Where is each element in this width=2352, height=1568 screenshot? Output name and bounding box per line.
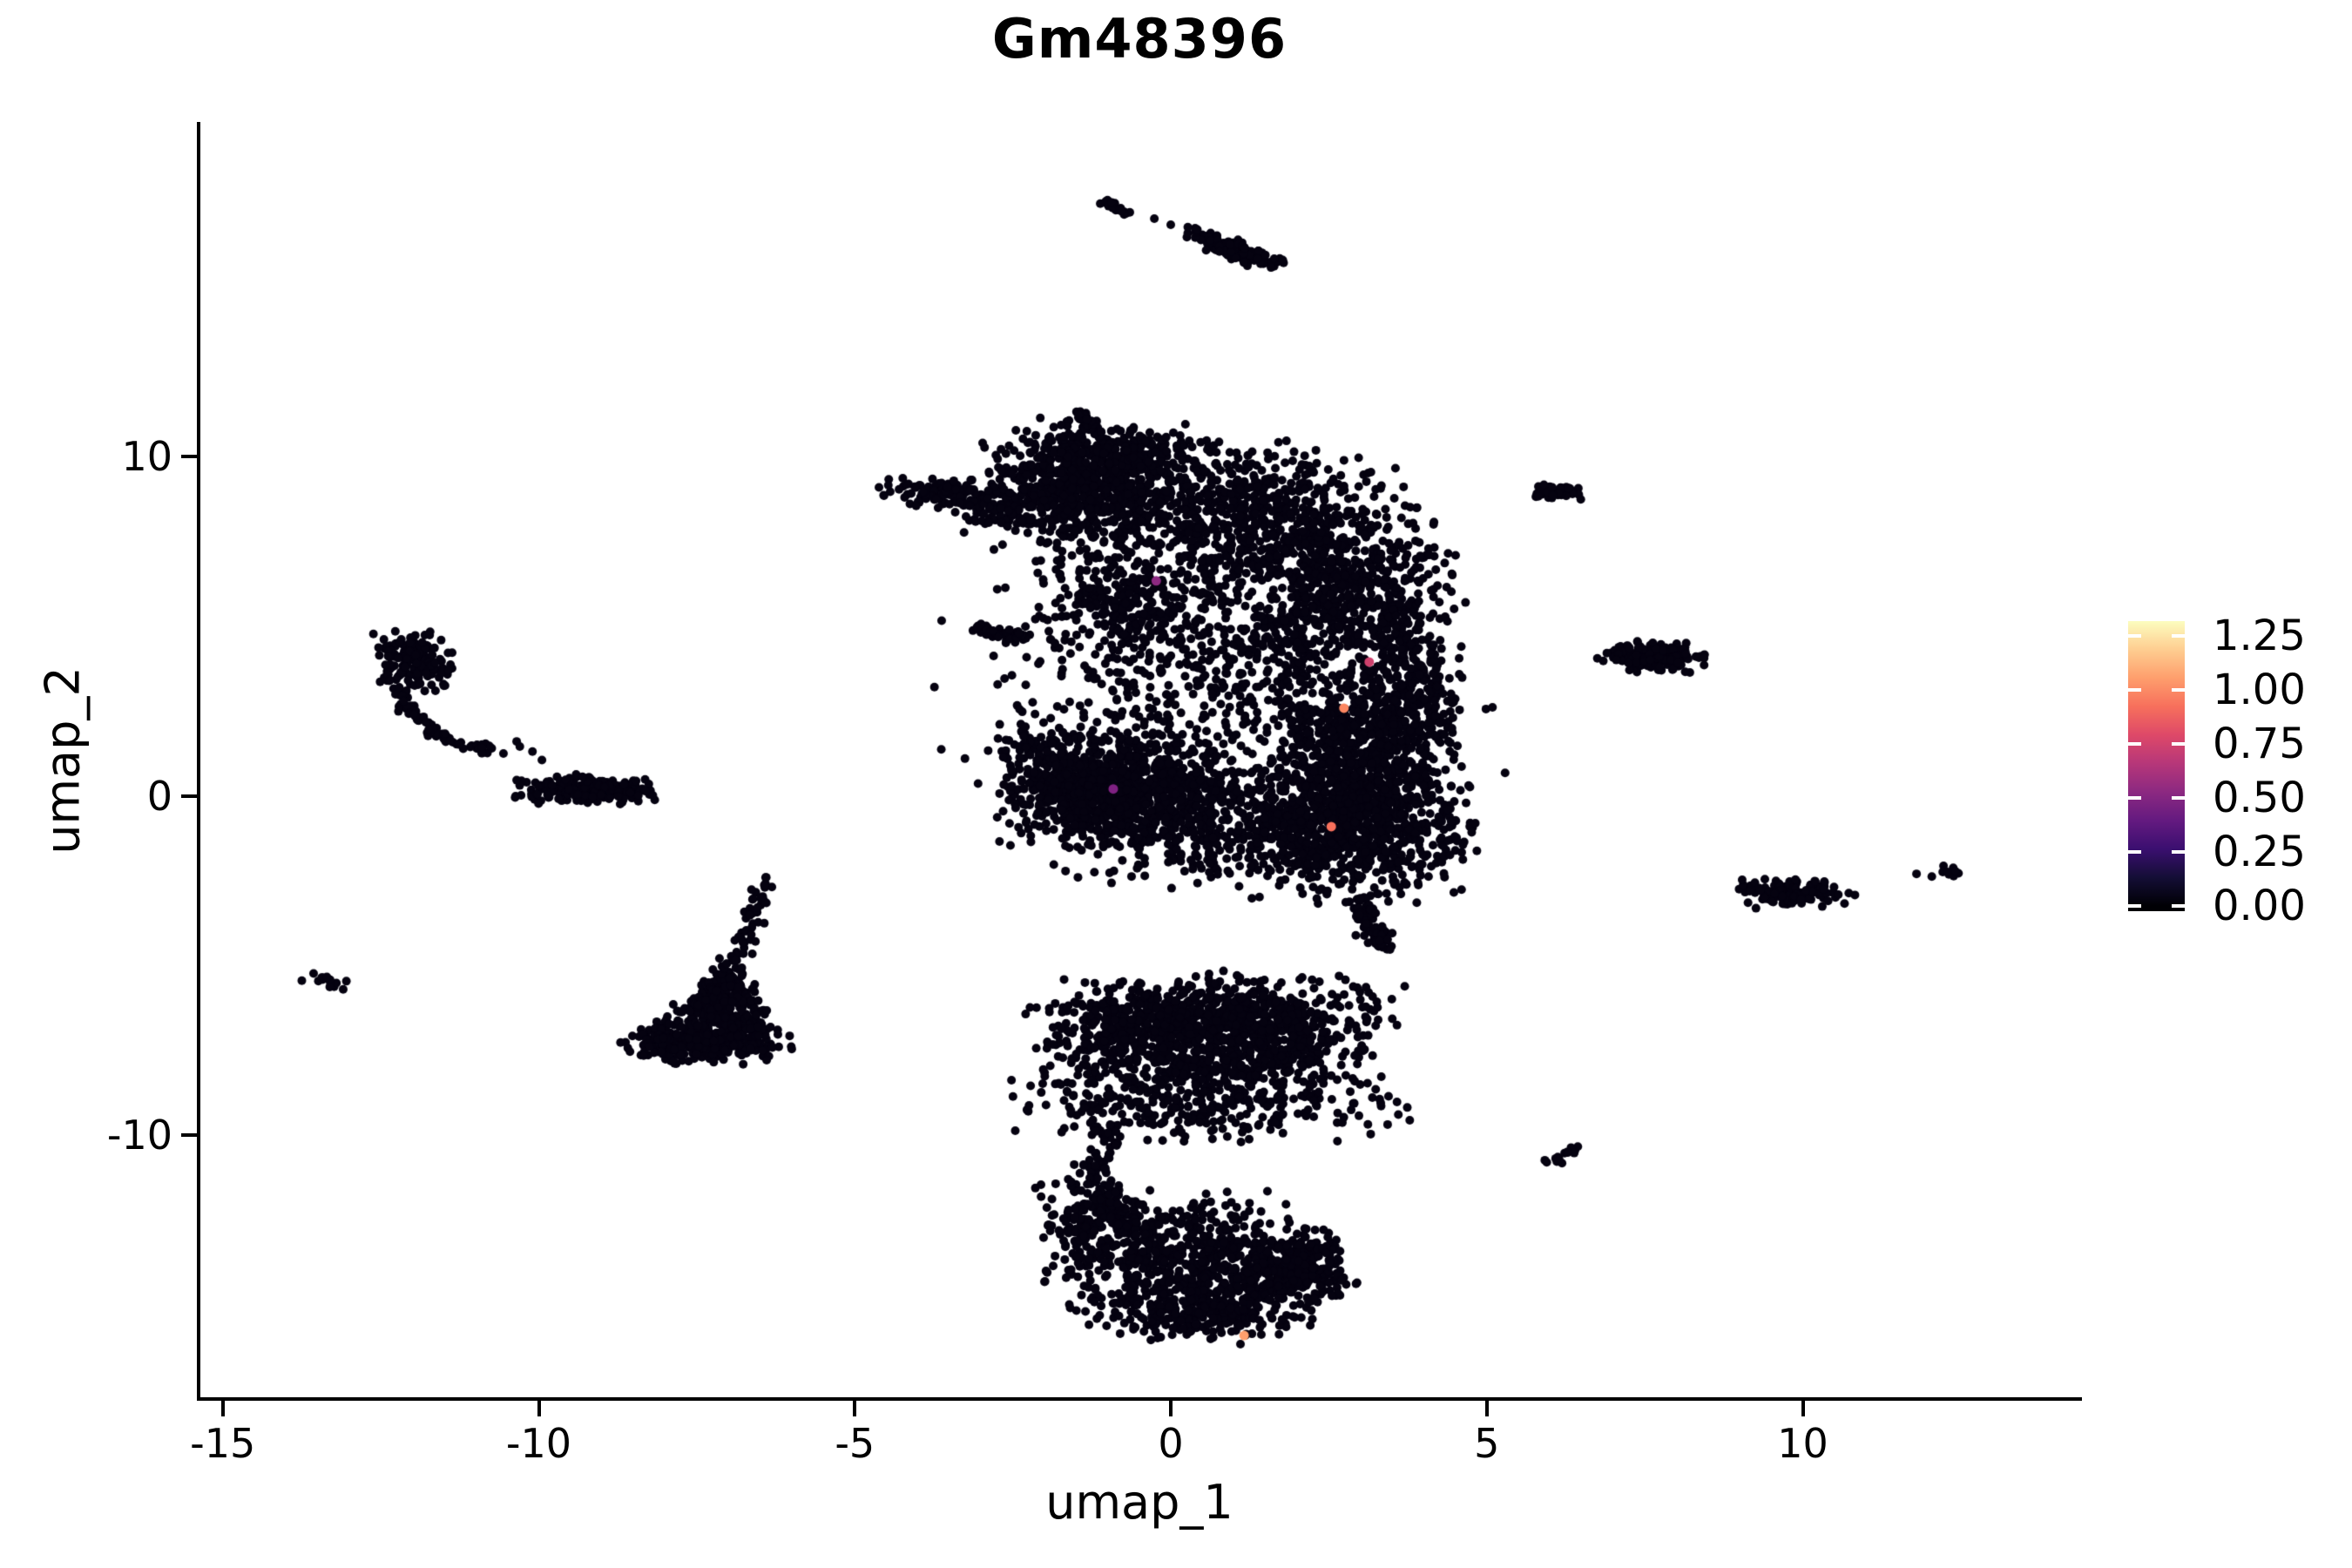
colorbar-tick-mark [2128, 688, 2141, 692]
colorbar-tick-mark [2172, 850, 2185, 854]
x-tick [1801, 1401, 1805, 1416]
x-tick-label: 5 [1474, 1420, 1500, 1467]
colorbar-tick-label: 1.25 [2213, 612, 2306, 660]
colorbar-tick-label: 0.25 [2213, 828, 2306, 876]
plot-title: Gm48396 [991, 7, 1288, 71]
y-tick [181, 1133, 197, 1138]
x-tick [1484, 1401, 1489, 1416]
x-tick-label: 10 [1777, 1420, 1828, 1467]
x-axis-title: umap_1 [1045, 1475, 1233, 1530]
y-axis-title: umap_2 [35, 666, 91, 855]
colorbar-tick-mark [2128, 742, 2141, 746]
colorbar-tick-mark [2172, 742, 2185, 746]
x-tick [537, 1401, 541, 1416]
colorbar-tick-mark [2128, 634, 2141, 638]
x-axis-line [197, 1397, 2082, 1401]
y-tick-label: 0 [146, 772, 172, 820]
y-tick-label: 10 [121, 432, 172, 480]
colorbar-tick-label: 0.00 [2213, 882, 2306, 930]
colorbar-tick-mark [2128, 796, 2141, 800]
colorbar-gradient [2128, 621, 2185, 911]
x-tick-label: 0 [1158, 1420, 1184, 1467]
y-tick [181, 454, 197, 458]
colorbar-tick-label: 0.50 [2213, 774, 2306, 822]
x-tick [1169, 1401, 1173, 1416]
colorbar-tick-mark [2172, 688, 2185, 692]
colorbar-tick-label: 1.00 [2213, 666, 2306, 714]
x-tick-label: -15 [190, 1420, 256, 1467]
y-axis-line [197, 122, 200, 1401]
y-tick-label: -10 [106, 1112, 172, 1159]
y-tick [181, 794, 197, 798]
colorbar-tick-mark [2172, 796, 2185, 800]
colorbar-tick-mark [2172, 904, 2185, 908]
colorbar-tick-mark [2172, 634, 2185, 638]
colorbar-tick-label: 0.75 [2213, 720, 2306, 768]
x-tick-label: -5 [835, 1420, 875, 1467]
colorbar-tick-mark [2128, 850, 2141, 854]
x-tick [853, 1401, 857, 1416]
x-tick-label: -10 [505, 1420, 572, 1467]
x-tick [220, 1401, 225, 1416]
colorbar-tick-mark [2128, 904, 2141, 908]
